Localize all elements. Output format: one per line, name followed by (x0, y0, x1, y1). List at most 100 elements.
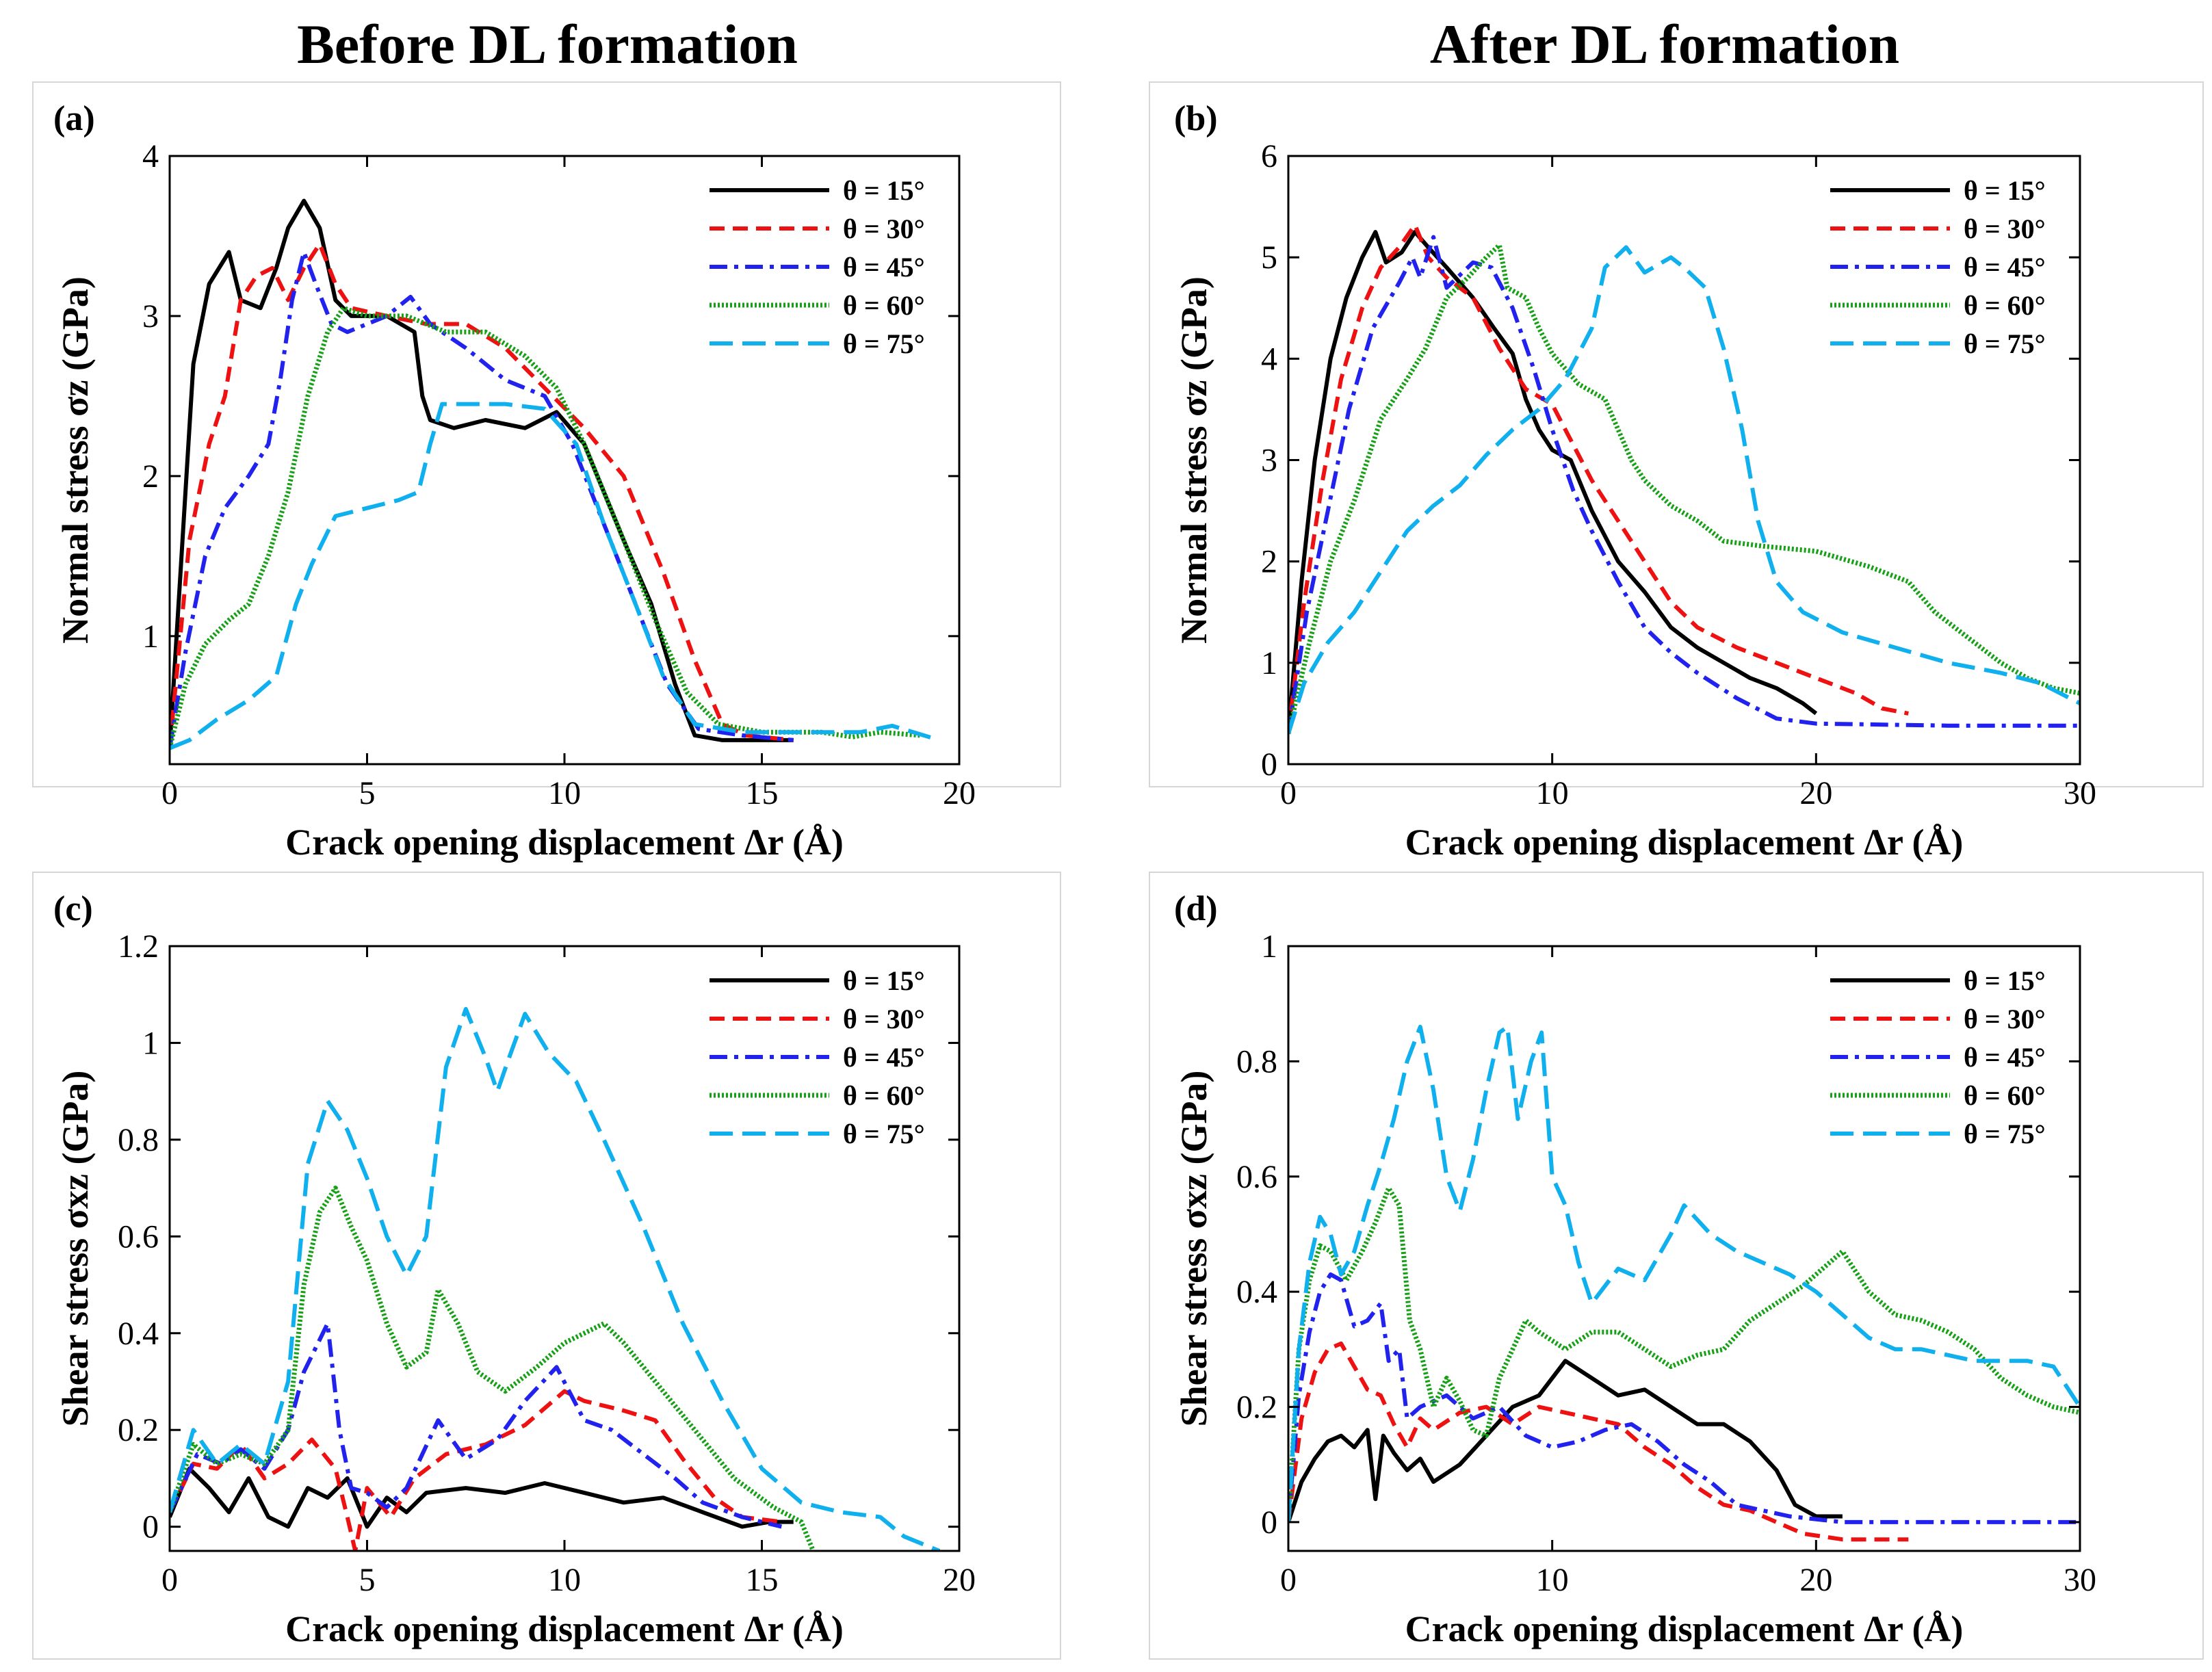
legend-label-4: θ = 60° (1964, 1080, 2046, 1111)
column-header-before: Before DL formation (297, 13, 798, 75)
y-tick-label: 0 (1261, 746, 1277, 783)
series-line-4 (1288, 1186, 2080, 1523)
series-line-2 (1288, 1341, 1909, 1542)
column-header-after: After DL formation (1429, 13, 1900, 75)
x-tick-label: 5 (359, 1562, 376, 1598)
series-line-4 (170, 305, 920, 749)
series-group (1288, 222, 2080, 735)
legend-label-5: θ = 75° (843, 1119, 925, 1149)
x-tick-label: 30 (2064, 1562, 2096, 1598)
legend-label-2: θ = 30° (1964, 1004, 2046, 1034)
series-line-1 (1288, 230, 1818, 734)
x-tick-label: 20 (1799, 1562, 1832, 1598)
y-tick-label: 2 (142, 458, 159, 495)
y-tick-label: 1.2 (118, 928, 159, 965)
series-line-1 (170, 198, 794, 748)
series-group (170, 1006, 941, 1551)
y-tick-label: 0 (142, 1509, 159, 1545)
x-tick-label: 10 (548, 775, 581, 811)
legend: θ = 15° θ = 30° θ = 45° θ = 60° θ = 75° (1830, 175, 2046, 359)
legend-label-5: θ = 75° (843, 328, 925, 359)
legend-label-3: θ = 45° (1964, 1042, 2046, 1073)
plot-frame (168, 155, 961, 766)
y-axis-label: Normal stress σz (GPa) (1173, 276, 1214, 644)
y-tick-label: 0 (1261, 1504, 1277, 1541)
series-line-2 (1288, 222, 1909, 734)
panel-border (1149, 81, 2204, 787)
x-axis-label: Crack opening displacement Δr (Å) (285, 822, 844, 863)
legend-label-1: θ = 15° (843, 175, 925, 206)
y-tick-label: 0.6 (1236, 1159, 1277, 1195)
x-tick-label: 0 (1280, 775, 1297, 811)
panel-label: (a) (53, 99, 95, 138)
legend: θ = 15° θ = 30° θ = 45° θ = 60° θ = 75° (710, 965, 925, 1149)
x-tick-label: 15 (746, 1562, 779, 1598)
series-group (170, 198, 940, 750)
x-tick-label: 20 (943, 1562, 976, 1598)
panel-label: (d) (1174, 889, 1218, 928)
legend-label-5: θ = 75° (1964, 1119, 2046, 1149)
y-tick-label: 6 (1261, 138, 1277, 174)
legend-label-3: θ = 45° (843, 1042, 925, 1073)
legend-label-1: θ = 15° (1964, 965, 2046, 996)
x-tick-label: 10 (1536, 1562, 1569, 1598)
plot-frame (168, 945, 961, 1552)
x-axis-label: Crack opening displacement Δr (Å) (1405, 822, 1964, 863)
legend-label-5: θ = 75° (1964, 328, 2046, 359)
legend-label-4: θ = 60° (843, 1080, 925, 1111)
legend-label-1: θ = 15° (843, 965, 925, 996)
legend-label-1: θ = 15° (1964, 175, 2046, 206)
chart-panel-b: (b) 0 10 20 30 0 1 2 3 4 5 6 Crack opening displacem… (1149, 81, 2204, 863)
y-tick-label: 0.8 (118, 1122, 159, 1158)
legend: θ = 15° θ = 30° θ = 45° θ = 60° θ = 75° (1830, 965, 2046, 1149)
x-axis-label: Crack opening displacement Δr (Å) (1405, 1608, 1964, 1649)
legend-label-2: θ = 30° (843, 213, 925, 244)
y-tick-label: 0.8 (1236, 1043, 1277, 1080)
x-tick-label: 20 (1799, 775, 1832, 811)
series-line-2 (170, 1389, 782, 1551)
x-tick-label: 10 (1536, 775, 1569, 811)
y-tick-label: 0.2 (118, 1412, 159, 1448)
x-tick-label: 0 (161, 775, 178, 811)
y-tick-label: 0.4 (1236, 1274, 1277, 1310)
legend: θ = 15° θ = 30° θ = 45° θ = 60° θ = 75° (710, 175, 925, 359)
x-tick-label: 15 (746, 775, 779, 811)
series-line-5 (170, 402, 940, 750)
chart-panel-a: (a) 0 5 10 15 20 1 2 3 4 Crack opening displacemen… (32, 81, 1061, 863)
y-tick-label: 2 (1261, 544, 1277, 580)
panel-border (32, 872, 1061, 1660)
y-tick-label: 1 (1261, 928, 1277, 965)
plot-frame (1287, 945, 2081, 1552)
y-tick-label: 5 (1261, 239, 1277, 276)
y-tick-label: 4 (142, 138, 159, 174)
panel-label: (b) (1174, 99, 1218, 138)
y-tick-label: 0.2 (1236, 1389, 1277, 1426)
x-axis-label: Crack opening displacement Δr (Å) (285, 1608, 844, 1649)
legend-label-4: θ = 60° (1964, 290, 2046, 321)
y-tick-label: 3 (1261, 443, 1277, 479)
panel-border (1149, 872, 2204, 1660)
y-tick-label: 1 (1261, 645, 1277, 681)
series-line-5 (170, 1006, 941, 1551)
legend-label-3: θ = 45° (1964, 252, 2046, 283)
y-tick-label: 0.6 (118, 1218, 159, 1255)
x-tick-label: 5 (359, 775, 376, 811)
series-group (1288, 1024, 2080, 1542)
series-line-3 (170, 1321, 783, 1529)
series-line-3 (1288, 1272, 2080, 1524)
y-axis-label: Normal stress σz (GPa) (55, 276, 96, 644)
y-tick-label: 3 (142, 298, 159, 335)
series-line-4 (170, 1186, 816, 1551)
legend-label-3: θ = 45° (843, 252, 925, 283)
x-tick-label: 20 (943, 775, 976, 811)
series-line-5 (1288, 1024, 2080, 1523)
chart-panel-c: (c) 0 5 10 15 20 0 0.2 0.4 0.6 0.8 1 1.2 Crack openin… (32, 872, 1061, 1660)
y-tick-label: 0.4 (118, 1316, 159, 1352)
panel-label: (c) (53, 889, 93, 928)
series-line-3 (1288, 235, 2080, 734)
legend-label-2: θ = 30° (843, 1004, 925, 1034)
y-axis-label: Shear stress σxz (GPa) (55, 1071, 96, 1427)
y-tick-label: 1 (142, 618, 159, 655)
